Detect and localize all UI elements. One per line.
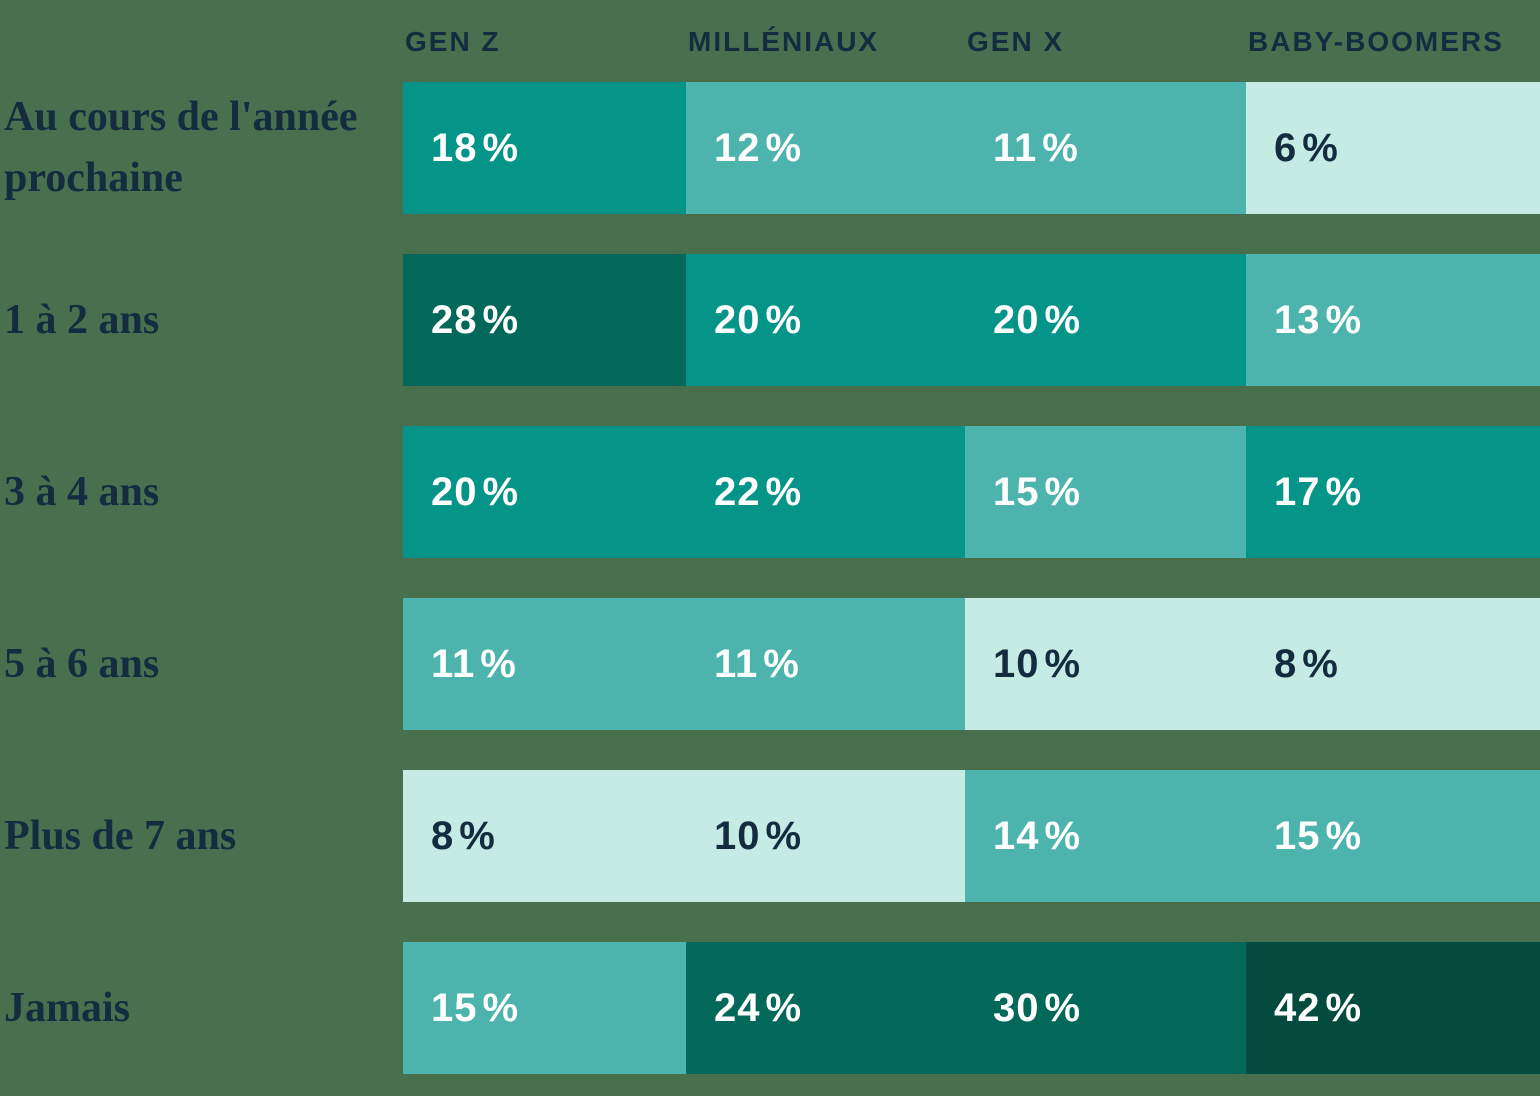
cell-unit: % <box>1042 125 1079 170</box>
heatmap-cell: 14% <box>965 770 1246 902</box>
cell-value: 20 <box>714 297 761 342</box>
cell-unit: % <box>1044 469 1082 514</box>
cell-unit: % <box>765 813 803 858</box>
heatmap-cell: 17% <box>1246 426 1540 558</box>
heatmap-grid: Au cours de l'année prochaine 18% 12% 11… <box>0 82 1540 1074</box>
heatmap-cell: 42% <box>1246 942 1540 1074</box>
column-header-row: GEN Z MILLÉNIAUX GEN X BABY-BOOMERS <box>0 0 1540 82</box>
cell-value: 11 <box>714 641 759 686</box>
cell-unit: % <box>1044 641 1082 686</box>
cell-value: 22 <box>714 469 761 514</box>
cell-value: 10 <box>714 813 761 858</box>
row-label: Au cours de l'année prochaine <box>4 94 358 201</box>
cell-unit: % <box>1325 297 1363 342</box>
heatmap-cell: 24% <box>686 942 965 1074</box>
cell-unit: % <box>765 985 803 1030</box>
cell-value: 17 <box>1274 469 1321 514</box>
cell-value: 15 <box>1274 813 1321 858</box>
corner-spacer <box>0 58 403 82</box>
cell-unit: % <box>482 469 520 514</box>
column-header-milleniaux: MILLÉNIAUX <box>688 26 880 57</box>
heatmap-cell: 30% <box>965 942 1246 1074</box>
cell-unit: % <box>1325 469 1363 514</box>
cell-value: 8 <box>431 813 455 858</box>
cell-unit: % <box>482 125 520 170</box>
cell-value: 8 <box>1274 641 1298 686</box>
cell-unit: % <box>1302 125 1339 170</box>
heatmap-cell: 12% <box>686 82 965 214</box>
cell-unit: % <box>1302 641 1339 686</box>
cell-value: 20 <box>431 469 478 514</box>
heatmap-cell: 20% <box>403 426 686 558</box>
cell-value: 30 <box>993 985 1040 1030</box>
cell-value: 15 <box>431 985 478 1030</box>
row-label: 5 à 6 ans <box>4 640 160 687</box>
cell-unit: % <box>1044 297 1082 342</box>
cell-unit: % <box>1325 985 1363 1030</box>
column-header-gen-z: GEN Z <box>405 26 501 57</box>
heatmap-cell: 11% <box>686 598 965 730</box>
cell-value: 28 <box>431 297 478 342</box>
cell-value: 18 <box>431 125 478 170</box>
cell-unit: % <box>459 813 496 858</box>
heatmap-cell: 11% <box>403 598 686 730</box>
cell-value: 11 <box>431 641 476 686</box>
cell-value: 14 <box>993 813 1040 858</box>
heatmap-cell: 18% <box>403 82 686 214</box>
cell-value: 6 <box>1274 125 1298 170</box>
heatmap-cell: 20% <box>965 254 1246 386</box>
heatmap-cell: 10% <box>686 770 965 902</box>
cell-value: 20 <box>993 297 1040 342</box>
heatmap-cell: 22% <box>686 426 965 558</box>
cell-unit: % <box>1044 813 1082 858</box>
cell-unit: % <box>765 125 803 170</box>
row-label: Jamais <box>4 984 130 1031</box>
cell-value: 24 <box>714 985 761 1030</box>
heatmap-cell: 6% <box>1246 82 1540 214</box>
heatmap-cell: 15% <box>403 942 686 1074</box>
heatmap-cell: 8% <box>403 770 686 902</box>
heatmap-cell: 13% <box>1246 254 1540 386</box>
heatmap-cell: 11% <box>965 82 1246 214</box>
row-label: Plus de 7 ans <box>4 812 237 859</box>
heatmap-cell: 20% <box>686 254 965 386</box>
heatmap-cell: 10% <box>965 598 1246 730</box>
cell-unit: % <box>1044 985 1082 1030</box>
heatmap-cell: 8% <box>1246 598 1540 730</box>
cell-unit: % <box>1325 813 1363 858</box>
cell-unit: % <box>765 469 803 514</box>
cell-value: 11 <box>993 125 1038 170</box>
column-header-gen-x: GEN X <box>967 26 1065 57</box>
cell-unit: % <box>765 297 803 342</box>
cell-unit: % <box>763 641 800 686</box>
column-header-baby-boomers: BABY-BOOMERS <box>1248 26 1504 57</box>
cell-value: 15 <box>993 469 1040 514</box>
cell-value: 10 <box>993 641 1040 686</box>
cell-unit: % <box>482 297 520 342</box>
cell-unit: % <box>480 641 517 686</box>
cell-value: 12 <box>714 125 761 170</box>
cell-value: 42 <box>1274 985 1321 1030</box>
row-label: 3 à 4 ans <box>4 468 160 515</box>
heatmap-cell: 15% <box>965 426 1246 558</box>
cell-unit: % <box>482 985 520 1030</box>
cell-value: 13 <box>1274 297 1321 342</box>
heatmap-cell: 15% <box>1246 770 1540 902</box>
heatmap-cell: 28% <box>403 254 686 386</box>
row-label: 1 à 2 ans <box>4 296 160 343</box>
